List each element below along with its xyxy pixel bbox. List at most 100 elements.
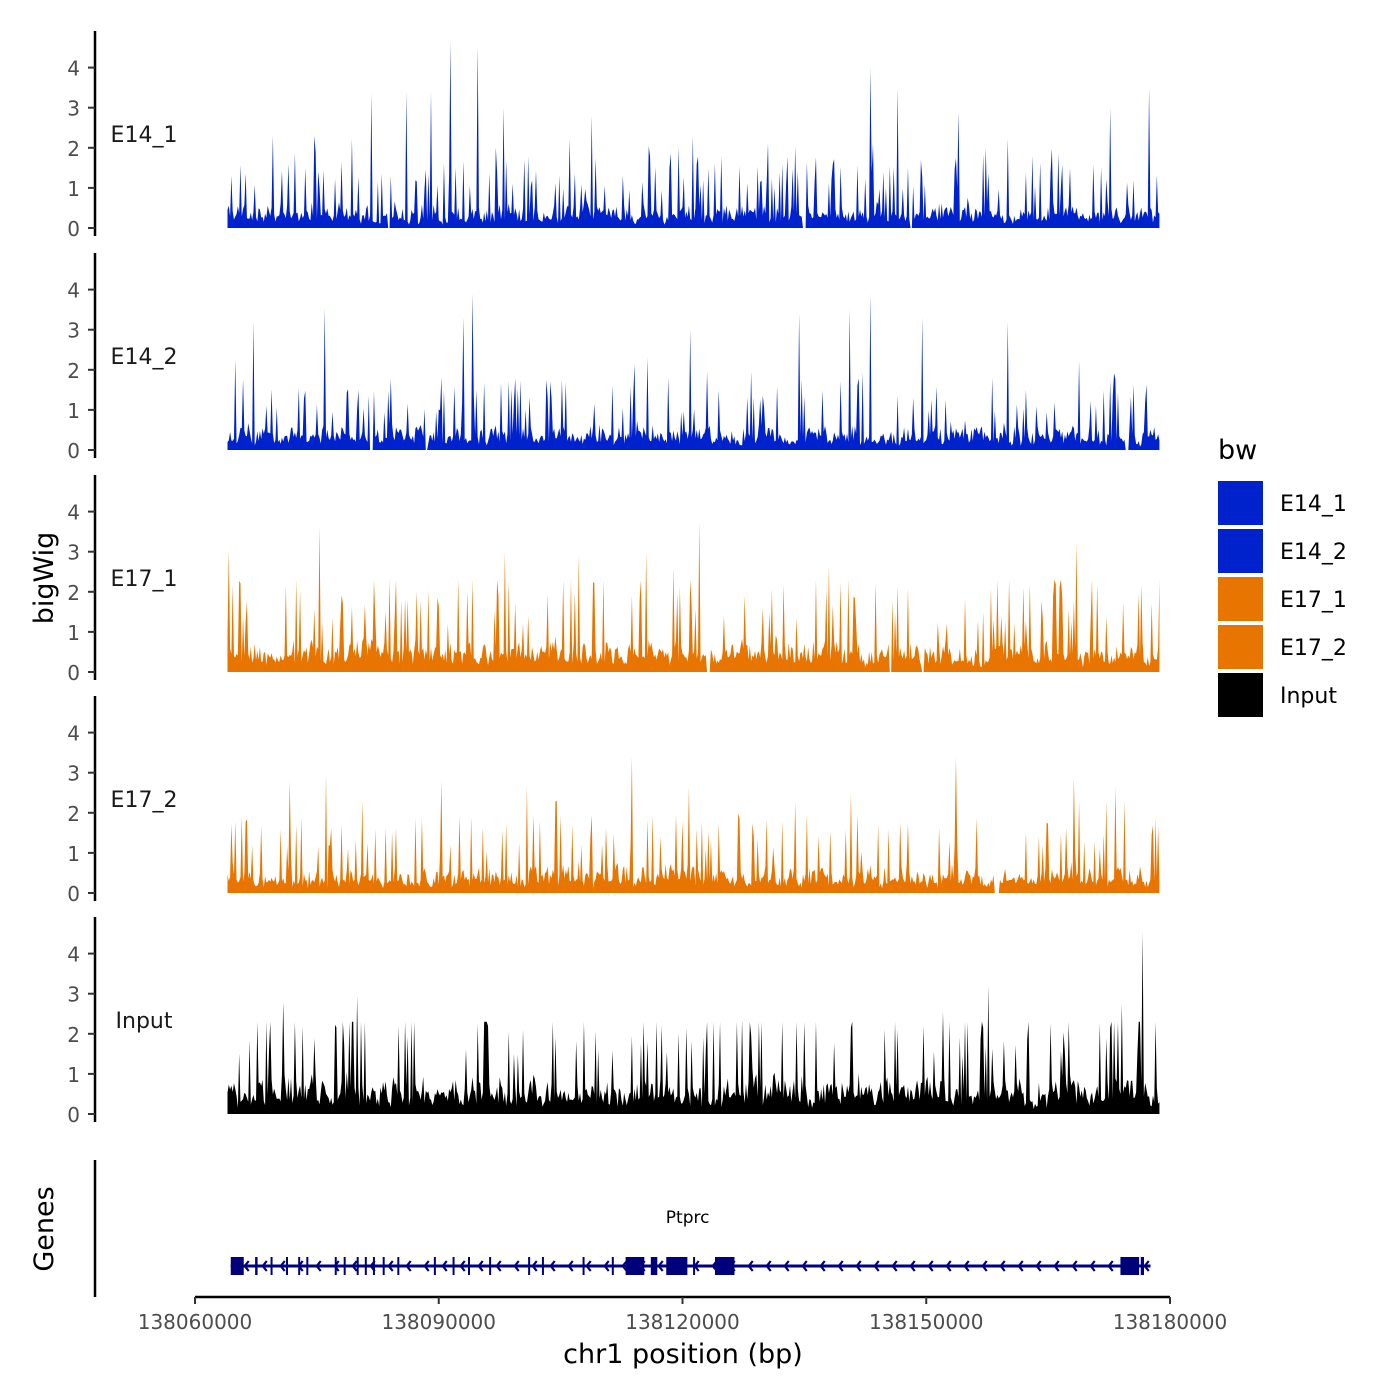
strand-arrow [819,1260,826,1272]
strand-arrow [441,1260,448,1272]
genes-axis-label: Genes [29,1186,60,1271]
y-tick-label: 2 [67,137,80,161]
coverage-area-e14-1 [227,41,1160,228]
gene-exon [298,1257,301,1275]
x-tick-label: 138180000 [1113,1310,1228,1334]
gene-exon [666,1257,688,1275]
strand-arrow [999,1260,1006,1272]
x-axis: 138060000 138090000 138120000 138150000 1381… [138,1295,1228,1334]
x-tick-label: 138060000 [138,1310,253,1334]
strand-arrow [747,1260,754,1272]
strand-arrow [1035,1260,1042,1272]
strand-arrow [495,1260,502,1272]
coverage-area-input [227,931,1160,1114]
legend-title: bw [1218,435,1257,466]
coverage-area-e14-2 [227,293,1160,450]
y-tick-label: 3 [67,983,80,1007]
strand-arrow [837,1260,844,1272]
strand-arrow [657,1260,664,1272]
legend-label-e17-2: E17_2 [1280,636,1347,661]
gene-exon [611,1257,614,1275]
x-tick-label: 138150000 [869,1310,984,1334]
gene-exon [433,1257,436,1275]
strand-arrow [945,1260,952,1272]
y-tick-label: 4 [67,57,80,81]
legend-swatch-e14-1 [1218,481,1263,525]
legend-swatch-e17-2 [1218,625,1263,669]
gene-exon [650,1257,658,1275]
legend-swatch-e14-2 [1218,529,1263,573]
legend-label-e14-2: E14_2 [1280,540,1347,565]
strand-arrow [927,1260,934,1272]
strand-arrow [351,1260,358,1272]
gene-exon [541,1257,544,1275]
track-panel-input: 0 1 2 3 4 Input [67,917,1160,1127]
strand-arrow [585,1260,592,1272]
gene-exon [582,1257,585,1275]
strand-arrow [1053,1260,1060,1272]
track-panel-e17-1: 0 1 2 3 4 E17_1 [67,475,1160,685]
strand-arrow [855,1260,862,1272]
strand-arrow [405,1260,412,1272]
gene-exon [343,1257,346,1275]
panel-label-e17-2: E17_2 [111,788,178,813]
gene-exon [306,1257,309,1275]
y-tick-label: 4 [67,279,80,303]
gene-exon [715,1257,735,1275]
y-tick-label: 3 [67,319,80,343]
strand-arrow [1107,1260,1114,1272]
strand-arrow [513,1260,520,1272]
legend-swatch-input [1218,673,1263,717]
gene-exon [397,1257,400,1275]
strand-arrow [783,1260,790,1272]
gene-exon [286,1257,288,1275]
panel-label-input: Input [116,1009,173,1034]
gene-exon [230,1257,244,1275]
strand-arrow [531,1260,538,1272]
strand-arrow [279,1260,286,1272]
gene-exon [693,1257,696,1275]
strand-arrow [315,1260,322,1272]
coverage-area-e17-2 [227,756,1160,893]
legend: bw E14_1 E14_2 E17_1 E17_2 Input [1218,435,1347,717]
gene-exon [255,1257,258,1275]
strand-arrow [261,1260,268,1272]
gene-exon [382,1257,385,1275]
gene-exon [1120,1257,1140,1275]
gene-exon [356,1257,359,1275]
y-tick-label: 0 [67,217,80,241]
gene-track-panel: Ptprc [93,1160,1151,1297]
y-tick-label: 2 [67,1023,80,1047]
y-tick-label: 1 [67,177,80,201]
gene-exon [1140,1257,1144,1275]
gene-exon [489,1257,492,1275]
x-axis-label: chr1 position (bp) [563,1339,803,1370]
strand-arrow [549,1260,556,1272]
coverage-area-e17-1 [227,521,1160,672]
strand-arrow [387,1260,394,1272]
y-tick-label: 3 [67,97,80,121]
legend-label-e14-1: E14_1 [1280,492,1347,517]
y-tick-label: 1 [67,399,80,423]
y-tick-label: 4 [67,722,80,746]
strand-arrow [891,1260,898,1272]
strand-arrow [621,1260,628,1272]
strand-arrow [1143,1260,1150,1272]
strand-arrow [243,1260,250,1272]
panel-label-e17-1: E17_1 [111,567,178,592]
y-tick-label: 2 [67,581,80,605]
gene-exon [468,1257,470,1275]
y-tick-label: 3 [67,762,80,786]
x-tick-label: 138090000 [381,1310,496,1334]
y-tick-label: 1 [67,1063,80,1087]
gene-label: Ptprc [666,1208,710,1228]
gene-exon [334,1257,337,1275]
strand-arrow [1071,1260,1078,1272]
track-panel-e14-2: 0 1 2 3 4 E14_2 [67,253,1160,463]
strand-arrow [765,1260,772,1272]
strand-arrow [981,1260,988,1272]
strand-arrow [459,1260,466,1272]
legend-label-input: Input [1280,684,1337,709]
strand-arrow [477,1260,484,1272]
